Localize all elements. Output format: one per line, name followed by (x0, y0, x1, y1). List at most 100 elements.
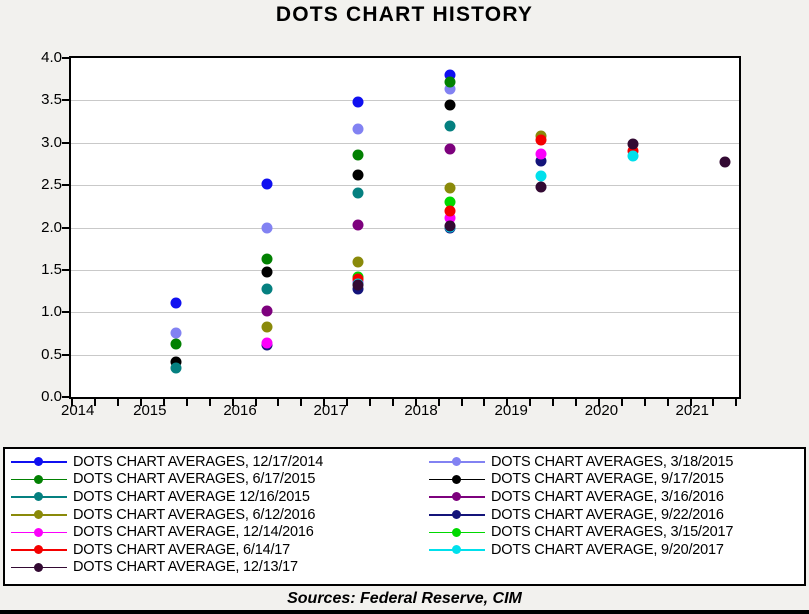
x-axis-label: 2016 (223, 402, 257, 419)
legend-item: DOTS CHART AVERAGE, 9/17/2015 (429, 471, 799, 489)
legend-marker (11, 456, 67, 467)
data-point (444, 83, 456, 94)
legend-item: DOTS CHART AVERAGES, 3/18/2015 (429, 453, 799, 471)
legend-dot-icon (452, 527, 461, 537)
legend-dot-icon (34, 474, 43, 484)
x-tick (185, 399, 188, 406)
legend-item: DOTS CHART AVERAGES, 12/17/2014 (11, 453, 416, 471)
data-point (352, 256, 364, 268)
legend-item: DOTS CHART AVERAGE 12/16/2015 (11, 488, 416, 506)
data-point (352, 187, 364, 199)
y-axis-label: 0.0 (41, 388, 62, 405)
y-tick (62, 57, 69, 59)
data-point (352, 279, 364, 291)
chart-title: DOTS CHART HISTORY (275, 3, 534, 26)
legend-marker (429, 491, 485, 502)
y-tick (62, 141, 69, 144)
data-point (444, 99, 456, 111)
legend-marker (429, 544, 485, 555)
data-point (261, 337, 273, 349)
x-tick (666, 399, 669, 406)
x-axis-label: 2019 (494, 402, 528, 419)
data-point (261, 253, 273, 265)
data-point (261, 305, 273, 317)
data-point (444, 220, 456, 232)
x-tick (162, 399, 165, 406)
x-axis-label: 2020 (584, 402, 619, 419)
x-tick (391, 399, 394, 406)
legend-marker (429, 527, 485, 538)
x-tick (735, 399, 738, 406)
data-point (535, 170, 547, 182)
legend-marker (11, 527, 67, 538)
legend-label: DOTS CHART AVERAGE, 9/20/2017 (491, 541, 724, 558)
x-tick (231, 399, 234, 406)
data-point (535, 134, 547, 146)
data-point (261, 321, 273, 333)
data-point (352, 169, 364, 181)
x-tick (414, 399, 417, 406)
x-tick (712, 399, 715, 406)
legend-dot-icon (452, 545, 461, 555)
y-axis-label: 1.5 (41, 260, 62, 278)
legend-marker (429, 456, 485, 467)
data-point (444, 69, 456, 81)
legend-item: DOTS CHART AVERAGE, 6/14/17 (11, 541, 416, 559)
y-tick (62, 226, 69, 229)
data-point (627, 138, 639, 150)
y-tick (62, 311, 69, 314)
x-tick (483, 399, 486, 406)
x-tick (323, 399, 326, 406)
y-axis-label: 3.0 (41, 133, 62, 151)
sources-note: Sources: Federal Reserve, CIM (287, 590, 522, 607)
x-tick (575, 399, 578, 406)
legend-item: DOTS CHART AVERAGE, 12/14/2016 (11, 523, 416, 541)
legend-item: DOTS CHART AVERAGES, 6/17/2015 (11, 471, 416, 489)
x-tick (254, 399, 257, 406)
data-point (261, 178, 273, 190)
y-axis-label: 2.5 (41, 176, 62, 194)
grid-line (71, 354, 739, 356)
legend-dot-icon (452, 457, 461, 467)
legend-marker (11, 544, 67, 555)
legend-column-left: DOTS CHART AVERAGES, 12/17/2014 DOTS CHAR… (11, 453, 416, 576)
x-tick (368, 399, 371, 406)
data-point (170, 327, 182, 339)
legend-dot-icon (34, 492, 43, 502)
legend-marker (429, 474, 485, 485)
x-axis-label: 2021 (675, 402, 709, 419)
data-point (352, 149, 364, 161)
legend-item: DOTS CHART AVERAGE, 12/13/17 (11, 559, 416, 577)
legend-dot-icon (34, 545, 43, 555)
legend-item: DOTS CHART AVERAGE, 9/20/2017 (429, 541, 799, 559)
legend-label: DOTS CHART AVERAGE, 3/16/2016 (491, 488, 724, 505)
legend-label: DOTS CHART AVERAGE 12/16/2015 (73, 488, 310, 505)
data-point (627, 150, 639, 162)
x-tick (208, 399, 211, 406)
y-tick (62, 353, 69, 356)
legend-column-right: DOTS CHART AVERAGES, 3/18/2015 DOTS CHART… (429, 453, 799, 559)
data-point (444, 196, 456, 208)
legend-label: DOTS CHART AVERAGE, 6/14/17 (73, 541, 291, 558)
legend-label: DOTS CHART AVERAGE, 9/17/2015 (491, 471, 724, 488)
y-axis-label: 3.5 (41, 91, 62, 109)
y-axis-label: 4.0 (41, 49, 62, 66)
legend-label: DOTS CHART AVERAGES, 12/17/2014 (73, 453, 324, 470)
data-point (444, 182, 456, 194)
x-tick (300, 399, 303, 406)
data-point (444, 76, 456, 88)
x-axis-label: 2015 (133, 402, 167, 419)
legend-marker (429, 509, 485, 520)
x-tick (552, 399, 555, 406)
x-tick (94, 399, 97, 406)
y-tick (62, 268, 69, 271)
legend-item: DOTS CHART AVERAGES, 6/12/2016 (11, 506, 416, 524)
data-point (444, 212, 456, 224)
y-tick (62, 396, 69, 398)
x-tick (437, 399, 440, 406)
data-point (444, 205, 456, 217)
legend-marker (11, 509, 67, 520)
data-point (261, 266, 273, 278)
x-tick (689, 399, 692, 406)
